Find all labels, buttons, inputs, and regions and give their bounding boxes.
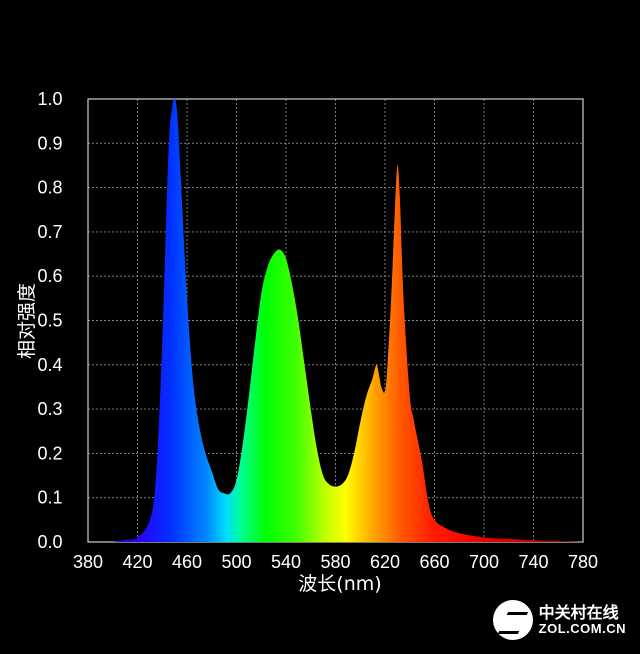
y-tick-label: 0.5: [37, 311, 62, 331]
x-tick-label: 660: [419, 552, 449, 572]
y-axis-label: 相对强度: [16, 283, 38, 359]
y-tick-label: 0.2: [37, 443, 62, 463]
y-tick-label: 0.3: [37, 399, 62, 419]
y-tick-label: 0.1: [37, 488, 62, 508]
watermark-cn: 中关村在线: [538, 603, 619, 623]
watermark-en: ZOL.COM.CN: [538, 620, 626, 636]
y-tick-label: 0.9: [37, 133, 62, 153]
x-tick-label: 580: [320, 552, 350, 572]
zol-logo-icon: [492, 600, 533, 640]
x-tick-label: 620: [370, 552, 400, 572]
y-tick-label: 1.0: [37, 89, 62, 109]
spectrum-area: [88, 98, 583, 543]
x-tick-label: 740: [518, 552, 548, 572]
y-tick-label: 0.6: [37, 266, 62, 286]
x-tick-label: 540: [271, 552, 301, 572]
zol-watermark: 中关村在线 ZOL.COM.CN: [492, 600, 626, 640]
x-axis-label: 波长(nm): [298, 573, 381, 595]
x-tick-label: 420: [122, 552, 152, 572]
x-tick-label: 460: [172, 552, 202, 572]
x-tick-label: 500: [221, 552, 251, 572]
y-tick-label: 0.7: [37, 222, 62, 242]
y-tick-label: 0.0: [37, 532, 62, 552]
x-tick-label: 700: [469, 552, 499, 572]
x-tick-label: 780: [568, 552, 598, 572]
y-tick-labels: 0.0 0.1 0.2 0.3 0.4 0.5 0.6 0.7 0.8 0.9 1.0: [37, 89, 62, 552]
y-tick-label: 0.4: [37, 355, 62, 375]
x-tick-label: 380: [73, 552, 103, 572]
y-tick-label: 0.8: [37, 178, 62, 198]
x-tick-labels: 380 420 460 500 540 580 620 660 700 740 780: [73, 552, 598, 572]
